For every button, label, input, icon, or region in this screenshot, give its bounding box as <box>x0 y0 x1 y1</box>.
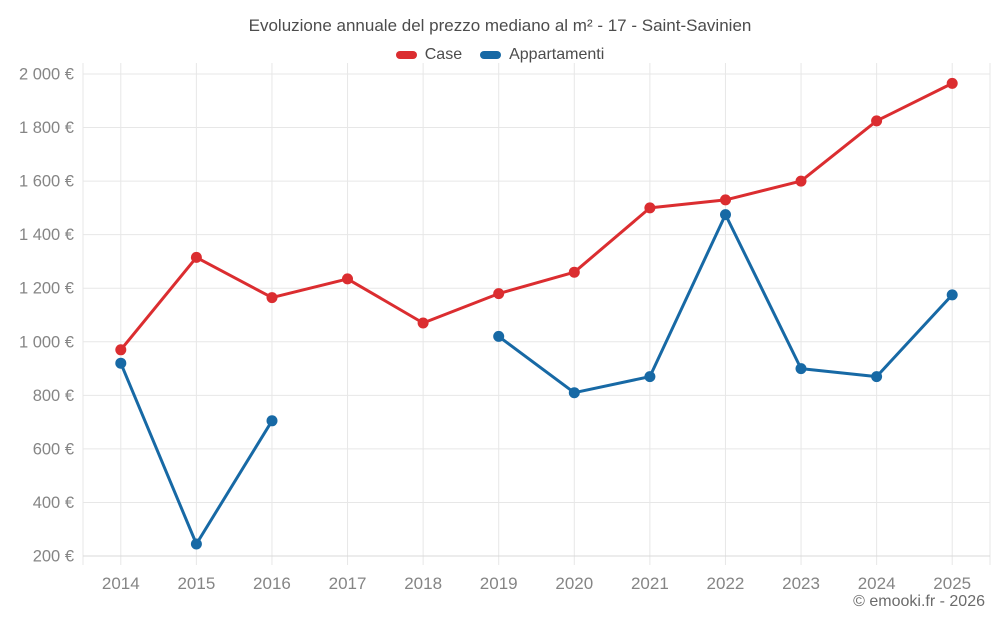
x-axis-tick-label: 2018 <box>404 574 442 593</box>
y-axis-tick-label: 1 800 € <box>19 119 74 137</box>
x-axis-tick-label: 2025 <box>933 574 971 593</box>
copyright-notice: © emooki.fr - 2026 <box>853 593 985 610</box>
y-axis-tick-label: 800 € <box>33 387 74 405</box>
series-appartamenti-point-2024[interactable] <box>871 371 883 383</box>
x-axis-tick-label: 2019 <box>480 574 518 593</box>
series-appartamenti-point-2023[interactable] <box>795 363 807 375</box>
legend-item-case[interactable]: Case <box>395 46 463 64</box>
y-axis-tick-label: 400 € <box>33 494 74 512</box>
y-axis-tick-label: 200 € <box>33 548 74 566</box>
series-appartamenti-point-2020[interactable] <box>568 387 580 399</box>
series-appartamenti <box>115 209 958 550</box>
legend-label-appartamenti: Appartamenti <box>509 46 605 63</box>
series-case-point-2015[interactable] <box>190 251 202 263</box>
y-axis-tick-label: 2 000 € <box>19 66 74 84</box>
y-axis-tick-label: 1 000 € <box>19 333 74 351</box>
series-case-point-2018[interactable] <box>417 317 429 329</box>
legend-swatch-case-icon <box>395 51 417 59</box>
series-case-point-2019[interactable] <box>493 288 505 300</box>
x-axis-tick-label: 2024 <box>858 574 896 593</box>
series-appartamenti-line <box>119 213 954 546</box>
series-appartamenti-point-2015[interactable] <box>190 538 202 550</box>
x-axis-tick-label: 2014 <box>102 574 140 593</box>
series-appartamenti-point-2025[interactable] <box>946 289 958 301</box>
series-case-point-2021[interactable] <box>644 202 656 214</box>
x-axis-tick-label: 2015 <box>177 574 215 593</box>
legend: Case Appartamenti <box>0 46 1000 64</box>
legend-label-case: Case <box>424 46 463 63</box>
series-case-point-2025[interactable] <box>946 77 958 89</box>
series-case-point-2020[interactable] <box>568 266 580 278</box>
x-axis-tick-label: 2017 <box>329 574 367 593</box>
x-axis-tick-label: 2016 <box>253 574 291 593</box>
chart-title: Evoluzione annuale del prezzo mediano al… <box>248 16 752 35</box>
y-axis-tick-label: 1 200 € <box>19 280 74 298</box>
legend-swatch-appartamenti-icon <box>480 51 502 59</box>
series-appartamenti-point-2022[interactable] <box>720 209 731 221</box>
series-case-point-2016[interactable] <box>266 292 278 304</box>
x-axis-labels: 2014 2015 2016 2017 2018 2019 2020 2021 2022 2023… <box>102 574 971 593</box>
series-case-point-2017[interactable] <box>342 273 353 285</box>
series-appartamenti-point-2021[interactable] <box>644 371 656 383</box>
series-case-point-2014[interactable] <box>115 344 127 356</box>
series-case-point-2024[interactable] <box>871 115 883 127</box>
series-appartamenti-point-2016[interactable] <box>266 415 278 427</box>
x-axis-tick-label: 2022 <box>707 574 745 593</box>
series-case-point-2023[interactable] <box>795 175 807 187</box>
series-appartamenti-point-2019[interactable] <box>493 330 505 342</box>
legend-item-appartamenti[interactable]: Appartamenti <box>480 46 604 64</box>
gridlines: 200 € 400 € 600 € 800 € 1 000 € 1 200 € 1 400 … <box>19 63 991 566</box>
series-case <box>115 77 958 356</box>
series-appartamenti-point-2014[interactable] <box>115 357 127 369</box>
series-case-line <box>119 81 954 352</box>
x-axis-tick-label: 2021 <box>631 574 669 593</box>
y-axis-tick-label: 600 € <box>33 440 74 458</box>
x-axis-tick-label: 2023 <box>782 574 820 593</box>
series-case-point-2022[interactable] <box>720 194 731 206</box>
y-axis-tick-label: 1 600 € <box>19 173 74 191</box>
x-axis-tick-label: 2020 <box>555 574 593 593</box>
y-axis-tick-label: 1 400 € <box>19 226 74 244</box>
